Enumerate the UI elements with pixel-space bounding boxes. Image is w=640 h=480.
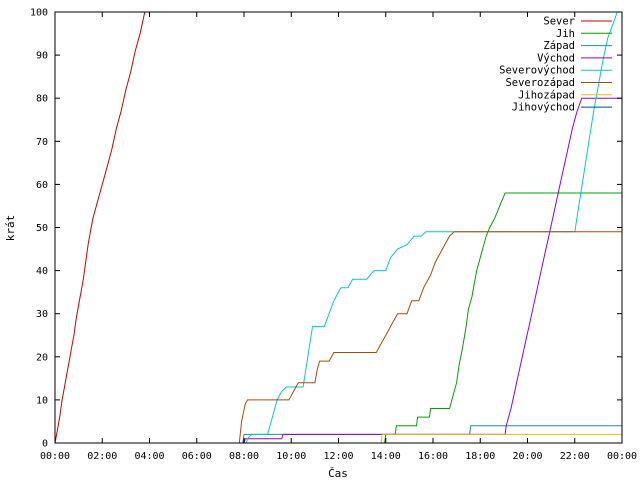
x-tick-label: 02:00 [87,451,117,462]
y-tick-label: 60 [36,180,48,191]
legend-label: Severozápad [505,77,575,89]
y-tick-label: 100 [30,8,48,19]
x-tick-label: 16:00 [418,451,448,462]
y-tick-label: 40 [36,266,48,277]
x-axis-label: Čas [328,467,348,480]
x-tick-label: 04:00 [134,451,164,462]
y-tick-label: 10 [36,395,48,406]
x-tick-label: 00:00 [607,451,637,462]
series-line-2 [55,192,622,443]
y-tick-label: 80 [36,94,48,105]
y-tick-label: 50 [36,223,48,234]
y-tick-label: 30 [36,309,48,320]
series-lines [55,12,622,443]
series-line-7 [55,433,622,443]
x-tick-label: 12:00 [323,451,353,462]
x-tick-label: 18:00 [465,451,495,462]
x-tick-label: 08:00 [229,451,259,462]
series-line-4 [55,97,622,443]
legend: SeverJihZápadVýchodSeverovýchodSeverozáp… [499,16,612,114]
x-tick-label: 22:00 [560,451,590,462]
y-tick-label: 0 [42,439,48,450]
legend-label: Severovýchod [499,65,575,77]
legend-label: Sever [543,16,575,28]
legend-label: Jihovýchod [512,102,575,114]
legend-label: Východ [537,52,575,64]
y-tick-label: 90 [36,51,48,62]
x-tick-label: 00:00 [40,451,70,462]
y-axis-label: krát [4,215,17,242]
legend-label: Západ [543,40,575,52]
series-line-5 [55,12,618,443]
series-line-1 [55,12,146,443]
legend-label: Jih [556,28,575,40]
x-tick-label: 14:00 [371,451,401,462]
axis-ticks: 00:00 02:00 04:00 06:00 08:00 10:00 12:00 14:00… [30,8,637,463]
series-line-6 [55,231,622,443]
x-tick-label: 10:00 [276,451,306,462]
legend-label: Jihozápad [518,89,575,101]
x-tick-label: 20:00 [512,451,542,462]
y-tick-label: 20 [36,352,48,363]
x-tick-label: 06:00 [182,451,212,462]
y-tick-label: 70 [36,137,48,148]
